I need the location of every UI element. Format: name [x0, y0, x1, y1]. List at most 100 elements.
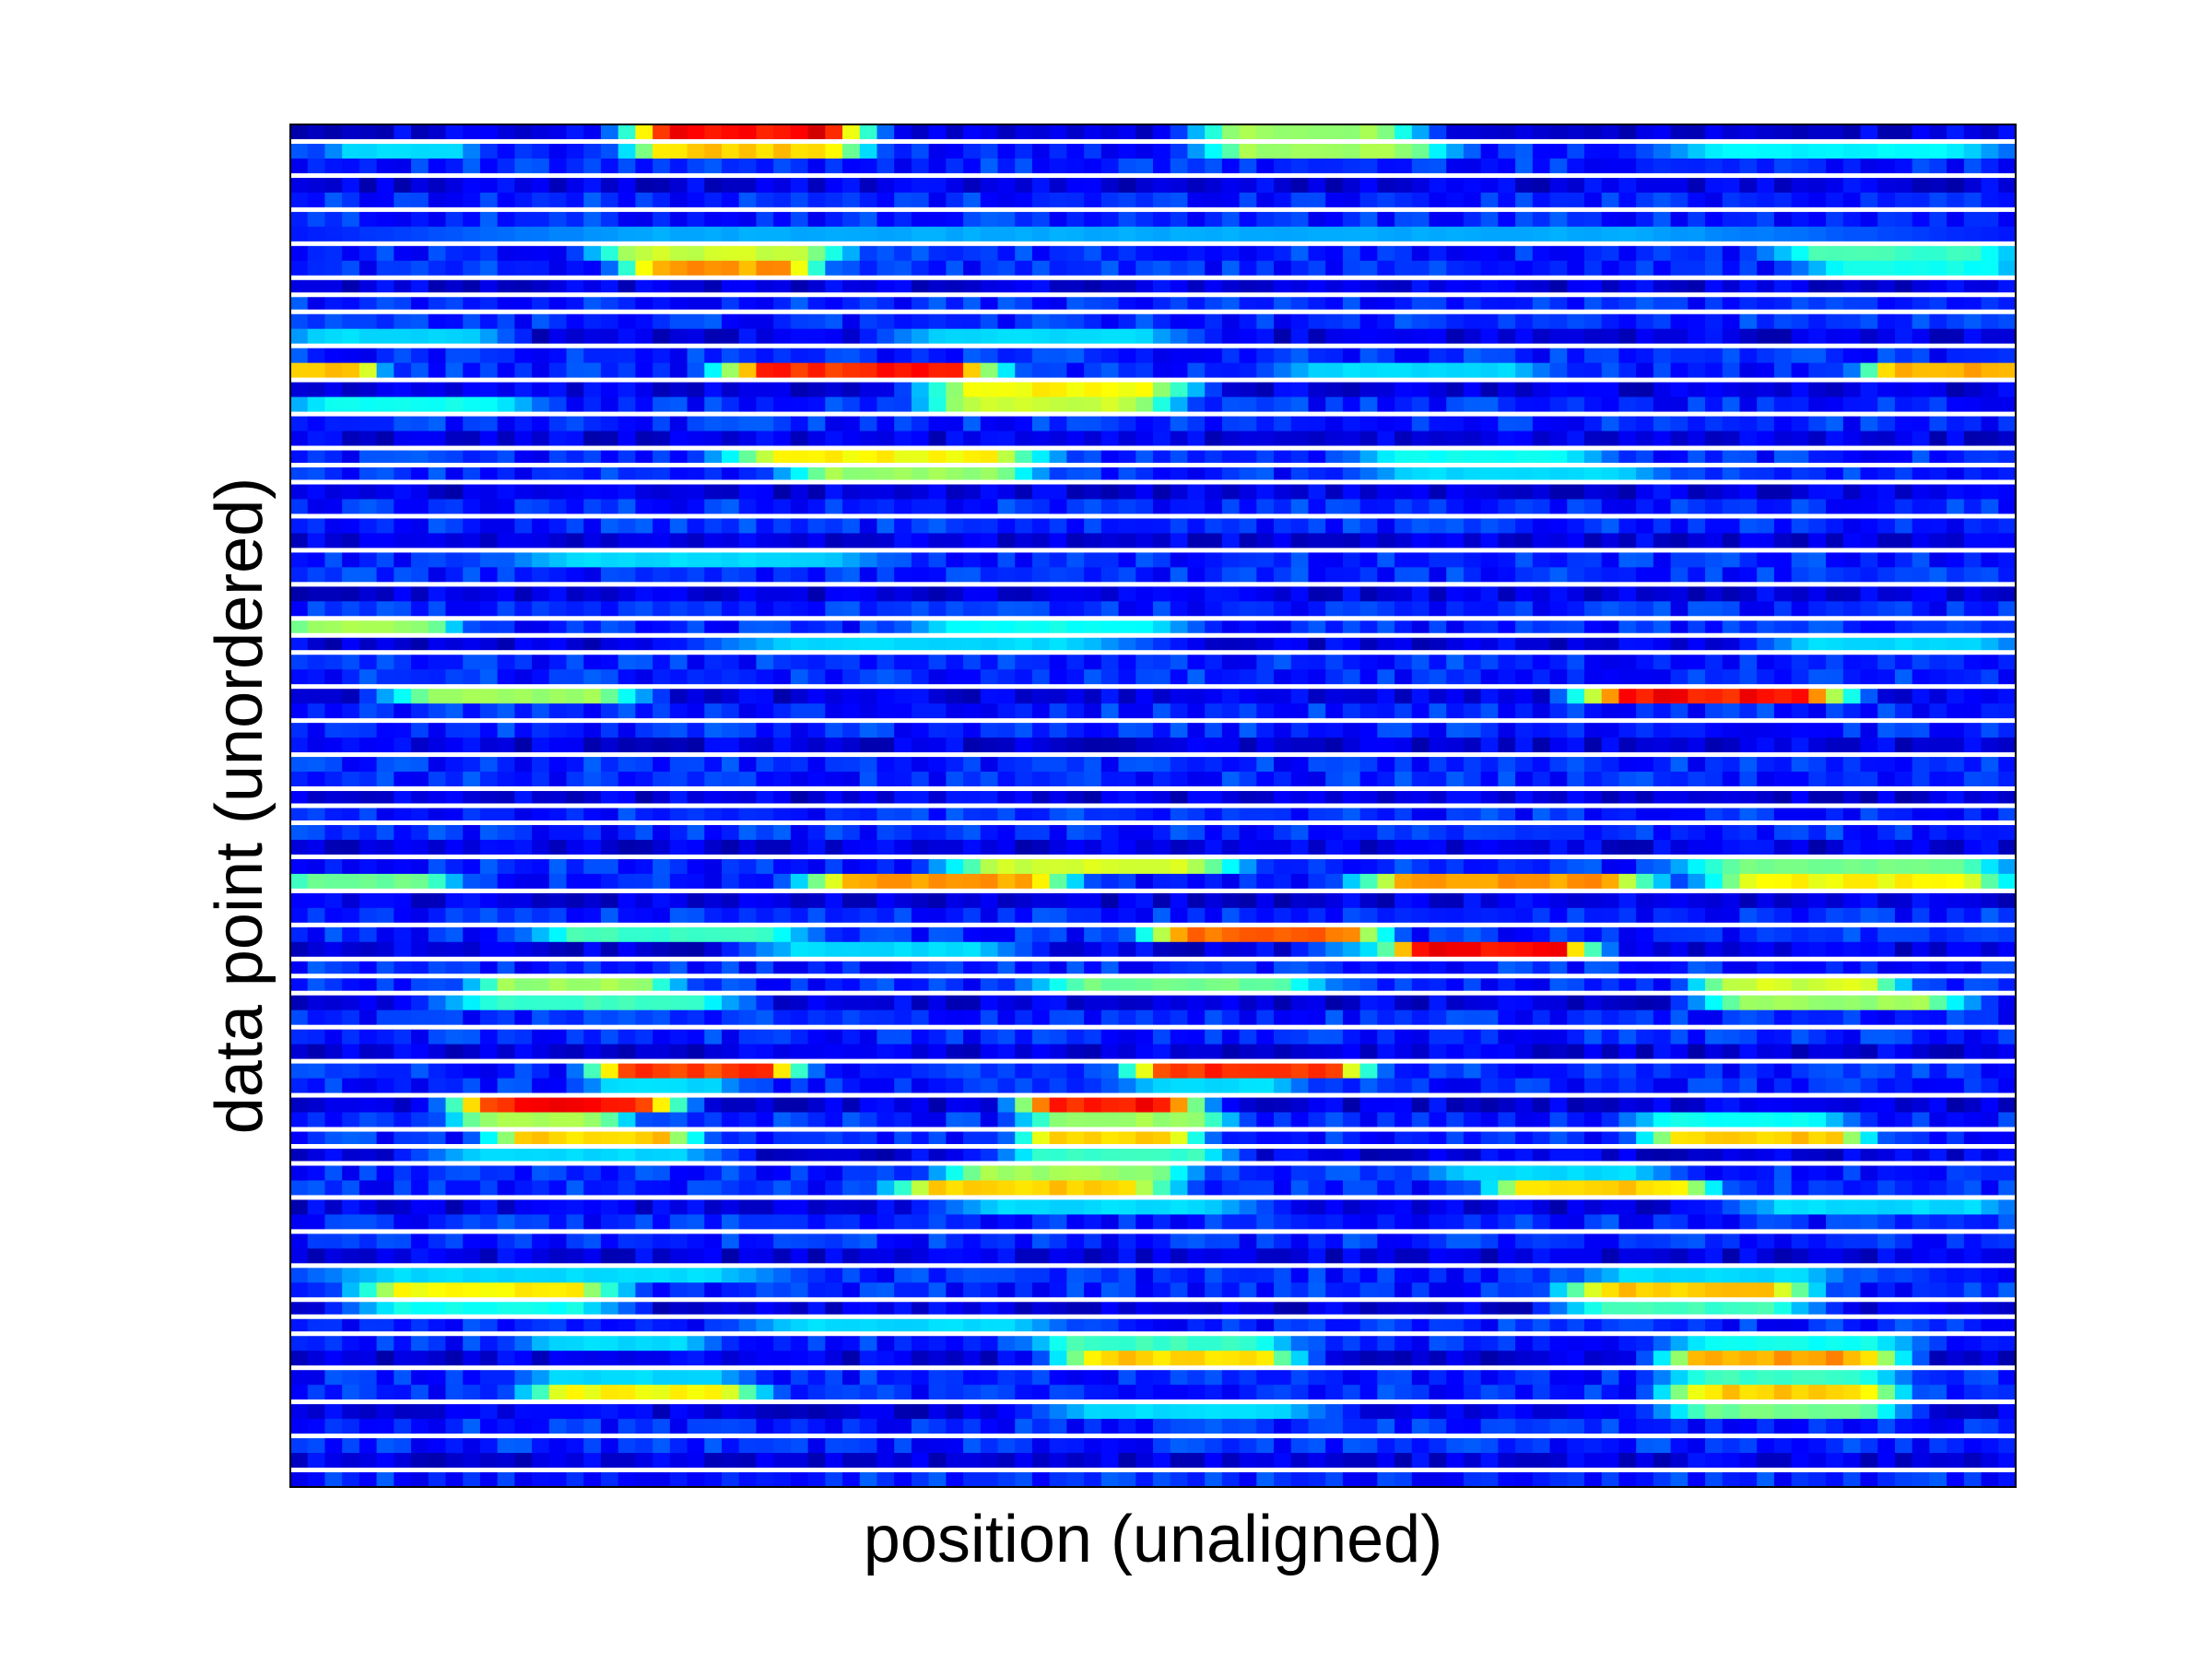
heatmap-cell	[842, 141, 861, 159]
heatmap-cell	[1549, 465, 1568, 483]
heatmap-cell	[1739, 346, 1758, 364]
heatmap-cell	[1963, 549, 1983, 568]
heatmap-cell	[1860, 192, 1878, 210]
heatmap-cell	[1860, 328, 1878, 347]
heatmap-cell	[1498, 652, 1516, 670]
heatmap-cell	[1894, 362, 1913, 381]
heatmap-cell	[532, 328, 550, 347]
heatmap-cell	[1981, 362, 1999, 381]
heatmap-cell	[704, 788, 723, 807]
heatmap-cell	[566, 209, 584, 228]
heatmap-cell	[600, 822, 619, 841]
heatmap-cell	[514, 788, 533, 807]
heatmap-cell	[704, 772, 723, 789]
heatmap-cell	[1705, 601, 1724, 620]
heatmap-cell	[1894, 124, 1913, 142]
heatmap-cell	[738, 873, 758, 891]
heatmap-cell	[1205, 567, 1223, 585]
heatmap-cell	[1411, 396, 1430, 415]
heatmap-cell	[1084, 124, 1102, 142]
heatmap-cell	[790, 549, 809, 568]
heatmap-cell	[807, 959, 826, 977]
heatmap-cell	[842, 907, 861, 926]
heatmap-cell	[877, 226, 895, 244]
heatmap-cell	[618, 414, 636, 431]
heatmap-cell	[1739, 806, 1758, 823]
heatmap-cell	[1411, 806, 1430, 823]
heatmap-cell	[756, 873, 774, 891]
heatmap-cell	[1947, 549, 1965, 568]
heatmap-cell	[497, 209, 515, 228]
heatmap-cell	[1860, 549, 1878, 568]
heatmap-cell	[1187, 873, 1206, 891]
heatmap-cell	[1446, 806, 1465, 823]
heatmap-cell	[1757, 431, 1775, 449]
heatmap-cell	[1739, 158, 1758, 176]
heatmap-cell	[583, 431, 602, 449]
heatmap-cell	[1015, 448, 1033, 466]
heatmap-cell	[1998, 380, 2017, 398]
heatmap-cell	[1135, 226, 1154, 244]
heatmap-cell	[1377, 277, 1395, 296]
heatmap-cell	[1947, 601, 1965, 620]
heatmap-cell	[1653, 481, 1672, 500]
heatmap-cell	[566, 465, 584, 483]
heatmap-cell	[1636, 175, 1654, 194]
heatmap-cell	[911, 686, 930, 704]
heatmap-cell	[1308, 925, 1326, 943]
heatmap-cell	[1015, 158, 1033, 176]
heatmap-cell	[1515, 260, 1534, 278]
heatmap-cell	[1274, 788, 1292, 807]
heatmap-cell	[1394, 788, 1413, 807]
heatmap-cell	[376, 584, 394, 602]
heatmap-cell	[1757, 941, 1775, 960]
heatmap-cell	[548, 277, 568, 296]
heatmap-cell	[1998, 192, 2017, 210]
heatmap-cell	[790, 907, 809, 926]
heatmap-cell	[842, 158, 861, 176]
heatmap-cell	[1757, 260, 1775, 278]
heatmap-cell	[738, 754, 758, 773]
heatmap-cell	[600, 839, 619, 857]
heatmap-cell	[1274, 448, 1292, 466]
heatmap-cell	[807, 873, 826, 891]
heatmap-cell	[1515, 907, 1534, 926]
heatmap-cell	[825, 533, 843, 551]
heatmap-cell	[1377, 465, 1395, 483]
heatmap-cell	[1153, 839, 1171, 857]
heatmap-cell	[963, 839, 982, 857]
heatmap-cell	[376, 226, 394, 244]
heatmap-cell	[928, 720, 947, 738]
heatmap-cell	[1066, 243, 1085, 262]
heatmap-cell	[825, 499, 843, 517]
heatmap-cell	[618, 941, 636, 960]
heatmap-cell	[1618, 839, 1637, 857]
heatmap-cell	[359, 141, 378, 159]
heatmap-cell	[928, 891, 947, 909]
heatmap-cell	[997, 260, 1016, 278]
heatmap-cell	[1963, 209, 1983, 228]
heatmap-cell	[1205, 925, 1223, 943]
heatmap-cell	[1377, 414, 1395, 431]
heatmap-cell	[635, 959, 653, 977]
heatmap-cell	[1584, 260, 1603, 278]
heatmap-cell	[376, 465, 394, 483]
heatmap-cell	[618, 584, 636, 602]
heatmap-cell	[1705, 873, 1724, 891]
heatmap-cell	[756, 567, 774, 585]
heatmap-cell	[1912, 873, 1930, 891]
heatmap-cell	[1498, 601, 1516, 620]
heatmap-cell	[1636, 414, 1654, 431]
heatmap-cell	[1359, 515, 1378, 534]
heatmap-cell	[1601, 141, 1620, 159]
heatmap-cell	[1463, 618, 1482, 636]
heatmap-cell	[722, 839, 740, 857]
heatmap-cell	[722, 362, 740, 381]
heatmap-cell	[1549, 260, 1568, 278]
heatmap-cell	[687, 549, 705, 568]
heatmap-cell	[411, 226, 429, 244]
heatmap-cell	[1877, 465, 1896, 483]
heatmap-cell	[1394, 925, 1413, 943]
heatmap-cell	[497, 431, 515, 449]
heatmap-cell	[1584, 567, 1603, 585]
